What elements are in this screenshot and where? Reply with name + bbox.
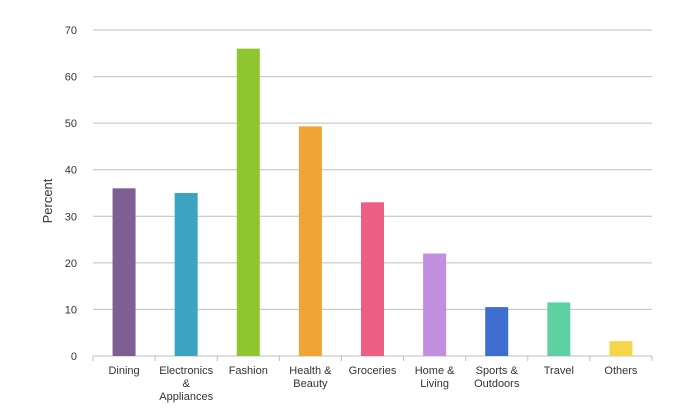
x-tick-label-line: Home & — [415, 365, 455, 377]
x-tick-label: Sports & Outdoors — [474, 365, 520, 390]
x-tick-label-line: Appliances — [159, 391, 213, 403]
x-tick-label: Home & Living — [415, 365, 455, 390]
x-axis-ticks: Dining Electronics & Appliances Fashion Healt… — [108, 365, 637, 403]
bar-dining — [112, 188, 136, 356]
x-tick-label: Fashion — [229, 365, 268, 377]
bar-fashion — [236, 48, 260, 356]
x-tick-label-line: Fashion — [229, 365, 268, 377]
y-tick-label: 40 — [65, 165, 77, 177]
x-tick-label-line: Outdoors — [474, 378, 520, 390]
x-tick-label-line: Groceries — [349, 365, 397, 377]
bars — [112, 48, 633, 356]
x-tick-label: Groceries — [349, 365, 397, 377]
bar-others — [609, 341, 633, 356]
x-tick-label-line: Living — [420, 378, 449, 390]
y-tick-label: 30 — [65, 211, 77, 223]
x-tick-label-line: Electronics — [159, 365, 213, 377]
bar-electronics-appliances — [174, 193, 198, 356]
x-tick-label: Others — [604, 365, 638, 377]
x-tick-label: Health & Beauty — [289, 365, 332, 390]
x-tick-label: Dining — [108, 365, 139, 377]
x-tick-label-line: Others — [604, 365, 638, 377]
bar-sports-outdoors — [485, 307, 509, 356]
y-tick-label: 50 — [65, 118, 77, 130]
x-tick-label-line: Travel — [544, 365, 574, 377]
y-tick-label: 10 — [65, 304, 77, 316]
x-tick-label-line: Dining — [108, 365, 139, 377]
y-tick-label: 20 — [65, 258, 77, 270]
y-tick-label: 0 — [71, 351, 77, 363]
y-axis-title: Percent — [40, 178, 55, 223]
x-tick-label-line: & — [182, 378, 190, 390]
bar-groceries — [361, 202, 384, 356]
bar-travel — [547, 302, 571, 356]
x-tick-label-line: Sports & — [476, 365, 519, 377]
y-axis-ticks: 0 10 20 30 40 50 60 70 — [65, 25, 77, 363]
x-tick-label-line: Health & — [289, 365, 332, 377]
bar-home-living — [423, 253, 447, 356]
y-tick-label: 70 — [65, 25, 77, 37]
x-tick-label: Travel — [544, 365, 574, 377]
x-tick-label-line: Beauty — [293, 378, 328, 390]
bar-health-beauty — [298, 126, 322, 356]
y-tick-label: 60 — [65, 72, 77, 84]
x-tick-label: Electronics & Appliances — [159, 365, 213, 403]
